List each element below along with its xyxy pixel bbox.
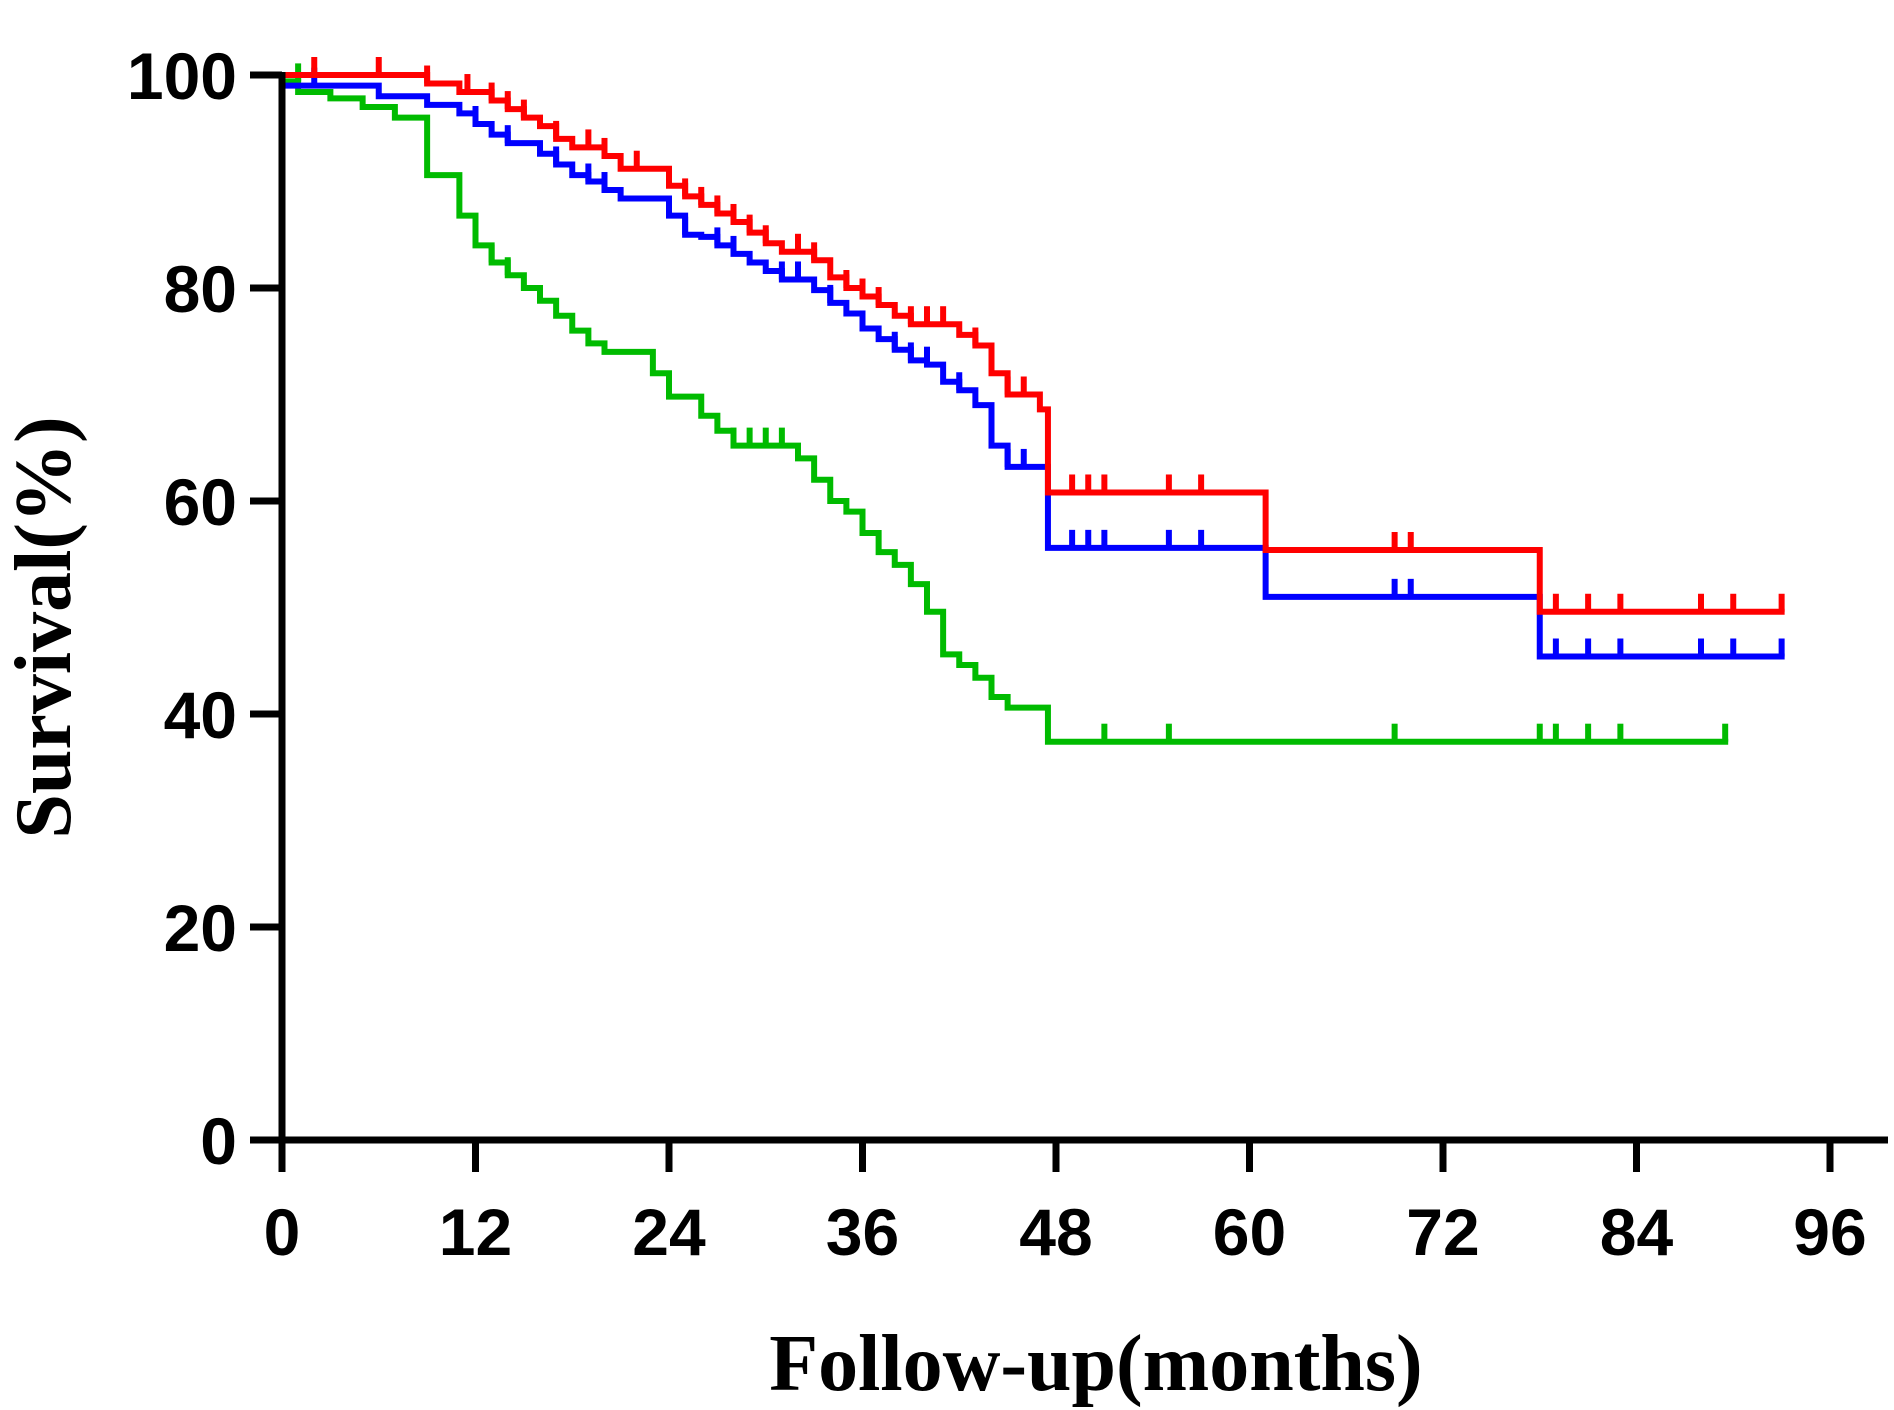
y-tick-label: 60: [164, 465, 237, 539]
x-ticks: 0 12 24 36 48 60 72 84 96: [264, 1140, 1867, 1269]
y-tick-label: 100: [127, 39, 237, 113]
survival-curve: [279, 72, 1785, 615]
x-tick-label: 48: [1019, 1195, 1092, 1269]
x-tick-label: 72: [1406, 1195, 1479, 1269]
y-tick-label: 0: [200, 1104, 237, 1178]
y-tick-label: 20: [164, 891, 237, 965]
x-tick-label: 12: [439, 1195, 512, 1269]
x-tick-label: 36: [826, 1195, 899, 1269]
y-ticks: 0 20 40 60 80 100: [127, 39, 282, 1178]
y-tick-label: 40: [164, 678, 237, 752]
survival-curve: [279, 78, 1729, 745]
axes: 0 12 24 36 48 60 72 84 96 0 20 40 60 80 100: [127, 39, 1888, 1269]
y-tick-label: 80: [164, 252, 237, 326]
series-0: [279, 57, 1785, 615]
series-2: [279, 63, 1729, 745]
x-axis-title: Follow-up(months): [769, 1320, 1422, 1408]
x-tick-label: 96: [1793, 1195, 1866, 1269]
series-1: [279, 67, 1785, 660]
x-tick-label: 0: [264, 1195, 301, 1269]
x-tick-label: 60: [1213, 1195, 1286, 1269]
x-tick-label: 24: [632, 1195, 706, 1269]
x-tick-label: 84: [1600, 1195, 1674, 1269]
survival-curves: [279, 57, 1785, 745]
y-axis-title: Survival(%): [0, 416, 88, 838]
survival-curve: [279, 82, 1785, 660]
